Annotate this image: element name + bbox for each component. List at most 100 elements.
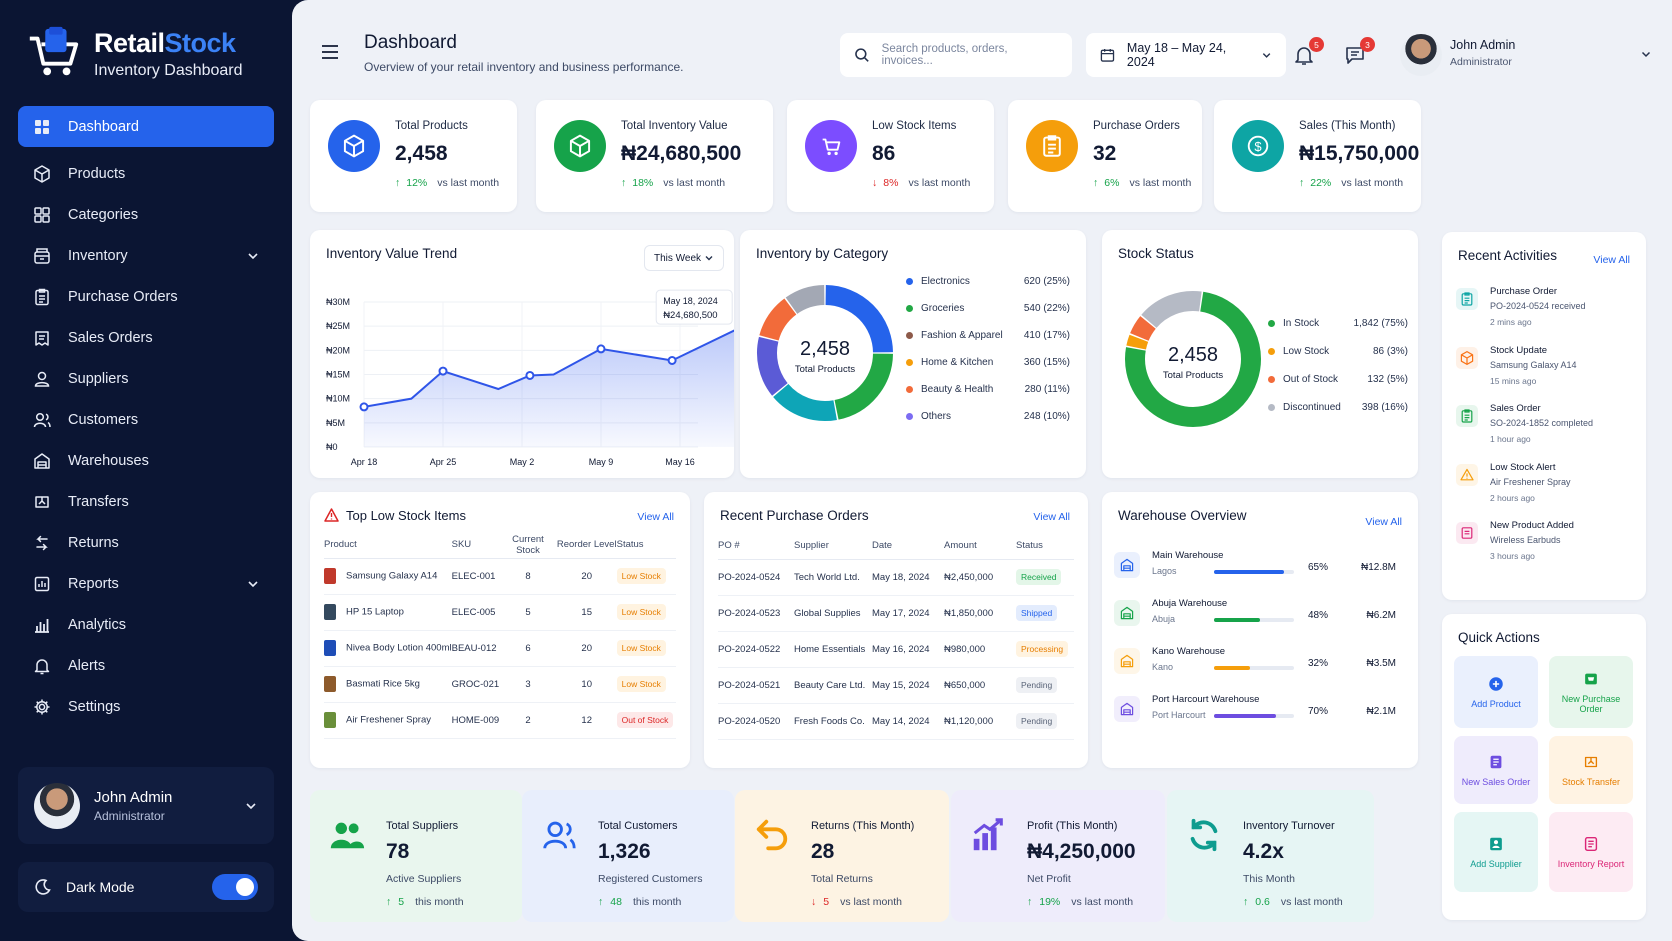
sidebar-item-products[interactable]: Products xyxy=(18,155,274,193)
warehouse-row[interactable]: Main Warehouse Lagos 65% ₦12.8M xyxy=(1114,550,1396,590)
sidebar-item-inventory[interactable]: Inventory xyxy=(18,237,274,275)
table-row[interactable]: PO-2024-0522 Home Essentials May 16, 2024 ₦… xyxy=(718,631,1074,668)
sidebar-item-reports[interactable]: Reports xyxy=(18,565,274,603)
sidebar-item-dashboard[interactable]: Dashboard xyxy=(18,106,274,147)
quick-action-add-product[interactable]: Add Product xyxy=(1454,656,1538,728)
notifications-button[interactable]: 5 xyxy=(1292,37,1324,69)
table-row[interactable]: PO-2024-0521 Beauty Care Ltd. May 15, 2024… xyxy=(718,667,1074,704)
quick-action-new-purchase-order[interactable]: New Purchase Order xyxy=(1549,656,1633,728)
legend-label: Low Stock xyxy=(1283,346,1330,357)
warehouse-row[interactable]: Abuja Warehouse Abuja 48% ₦6.2M xyxy=(1114,598,1396,638)
activity-time: 3 hours ago xyxy=(1490,551,1535,561)
table-row[interactable]: Nivea Body Lotion 400ml BEAU-012 6 20 Low St… xyxy=(324,630,676,667)
stat-label: Total Products xyxy=(395,120,468,132)
summary-card-inventory-turnover: Inventory Turnover 4.2x This Month ↑ 0.6 vs l… xyxy=(1167,790,1374,922)
table-row[interactable]: PO-2024-0523 Global Supplies May 17, 2024 ₦… xyxy=(718,595,1074,632)
quick-action-stock-transfer[interactable]: Stock Transfer xyxy=(1549,736,1633,804)
trend-point[interactable] xyxy=(525,370,535,380)
quick-action-new-sales-order[interactable]: New Sales Order xyxy=(1454,736,1538,804)
warehouse-amount: ₦2.1M xyxy=(1366,706,1396,717)
stat-trend: ↑ 22% vs last month xyxy=(1299,177,1403,189)
header-user-menu[interactable]: John Admin Administrator xyxy=(1400,34,1660,78)
cell-supplier: Home Essentials xyxy=(794,643,866,655)
donut-slice-discontinued[interactable] xyxy=(1141,291,1202,329)
sidebar-user-card[interactable]: John Admin Administrator xyxy=(18,767,274,844)
sidebar-item-settings[interactable]: Settings xyxy=(18,688,274,726)
table-row[interactable]: PO-2024-0524 Tech World Ltd. May 18, 2024 ₦… xyxy=(718,559,1074,596)
trend-point[interactable] xyxy=(438,366,448,376)
table-cell: ₦650,000 xyxy=(944,667,1016,704)
search-input[interactable]: Search products, orders, invoices... xyxy=(840,33,1072,77)
donut-slice-groceries[interactable] xyxy=(834,353,893,420)
donut-slice-out-of-stock[interactable] xyxy=(1130,316,1156,342)
dark-mode-toggle[interactable] xyxy=(212,874,258,900)
table-cell: Low Stock xyxy=(616,630,676,667)
analytics-icon xyxy=(35,619,49,633)
messages-button[interactable]: 3 xyxy=(1343,37,1375,69)
legend-item: Discontinued 398 (16%) xyxy=(1268,402,1408,413)
legend-value: 540 (22%) xyxy=(1023,303,1070,314)
table-row[interactable]: HP 15 Laptop ELEC-005 5 15 Low Stock xyxy=(324,594,676,631)
table-row[interactable]: Basmati Rice 5kg GROC-021 3 10 Low Stock xyxy=(324,666,676,703)
donut-slice-others[interactable] xyxy=(785,285,825,315)
table-row[interactable]: PO-2024-0520 Fresh Foods Co. May 14, 2024 ₦… xyxy=(718,703,1074,740)
warehouse-view-all[interactable]: View All xyxy=(1365,516,1402,528)
donut-slice-low-stock[interactable] xyxy=(1126,334,1149,350)
table-row[interactable]: Samsung Galaxy A14 ELEC-001 8 20 Low Stock xyxy=(324,558,676,595)
chevron-down-icon[interactable] xyxy=(244,799,258,813)
period-select[interactable]: This Week xyxy=(644,245,724,271)
donut-slice-in-stock[interactable] xyxy=(1125,291,1261,427)
table-row[interactable]: Air Freshener Spray HOME-009 2 12 Out of Sto… xyxy=(324,702,676,739)
summary-trend-note: this month xyxy=(415,896,464,908)
sidebar-item-warehouses[interactable]: Warehouses xyxy=(18,442,274,480)
stat-card-purchase-orders: Purchase Orders 32 ↑ 6% vs last month xyxy=(1008,100,1202,212)
legend-dot xyxy=(1268,320,1275,327)
quick-action-inventory-report[interactable]: Inventory Report xyxy=(1549,812,1633,892)
legend-value: 1,842 (75%) xyxy=(1353,318,1408,329)
trend-point[interactable] xyxy=(596,344,606,354)
warehouse-city: Kano xyxy=(1152,662,1174,672)
sidebar-item-suppliers[interactable]: Suppliers xyxy=(18,360,274,398)
date-range-picker[interactable]: May 18 – May 24, 2024 xyxy=(1086,33,1286,77)
donut-slice-home-kitchen[interactable] xyxy=(757,336,788,396)
quick-action-label: Add Supplier xyxy=(1470,859,1522,869)
cell-reorder: 20 xyxy=(581,642,592,654)
activity-item[interactable]: New Product Added Wireless Earbuds 3 hours… xyxy=(1456,520,1626,568)
table-cell: 3 xyxy=(499,666,557,703)
brand-name: RetailStock xyxy=(94,28,236,58)
hamburger-menu-icon[interactable] xyxy=(320,44,340,60)
activity-item[interactable]: Purchase Order PO-2024-0524 received 2 min… xyxy=(1456,286,1626,334)
trend-point[interactable] xyxy=(359,402,369,412)
search-icon xyxy=(855,48,869,62)
dark-mode-label: Dark Mode xyxy=(66,879,135,895)
donut-slice-fashion-apparel[interactable] xyxy=(773,383,837,421)
activity-title: Stock Update xyxy=(1490,344,1548,356)
trend-point[interactable] xyxy=(667,355,677,365)
activity-item[interactable]: Sales Order SO-2024-1852 completed 1 hour … xyxy=(1456,403,1626,451)
sidebar-item-categories[interactable]: Categories xyxy=(18,196,274,234)
sidebar-item-returns[interactable]: Returns xyxy=(18,524,274,562)
sidebar-item-sales-orders[interactable]: Sales Orders xyxy=(18,319,274,357)
sidebar-item-customers[interactable]: Customers xyxy=(18,401,274,439)
sidebar-item-transfers[interactable]: Transfers xyxy=(18,483,274,521)
warehouse-row[interactable]: Kano Warehouse Kano 32% ₦3.5M xyxy=(1114,646,1396,686)
x-tick-label: Apr 18 xyxy=(351,457,378,467)
warehouse-city: Port Harcourt xyxy=(1152,710,1206,720)
gear-icon xyxy=(34,699,50,715)
activity-item[interactable]: Stock Update Samsung Galaxy A14 15 mins ag… xyxy=(1456,345,1626,393)
warehouse-row[interactable]: Port Harcourt Warehouse Port Harcourt 70% ₦… xyxy=(1114,694,1396,734)
sidebar-item-alerts[interactable]: Alerts xyxy=(18,647,274,685)
purchase-orders-view-all[interactable]: View All xyxy=(1033,511,1070,523)
x-tick-label: May 9 xyxy=(589,457,614,467)
sidebar-item-label: Suppliers xyxy=(68,371,129,387)
donut-slice-electronics[interactable] xyxy=(825,285,893,353)
quick-action-add-supplier[interactable]: Add Supplier xyxy=(1454,812,1538,892)
supplier-icon xyxy=(1490,837,1502,851)
donut-slice-beauty-health[interactable] xyxy=(759,298,797,341)
sidebar-item-purchase-orders[interactable]: Purchase Orders xyxy=(18,278,274,316)
low-stock-view-all[interactable]: View All xyxy=(637,511,674,523)
activities-view-all[interactable]: View All xyxy=(1593,254,1630,266)
legend-label: Electronics xyxy=(921,276,970,287)
activity-item[interactable]: Low Stock Alert Air Freshener Spray 2 hour… xyxy=(1456,462,1626,510)
sidebar-item-analytics[interactable]: Analytics xyxy=(18,606,274,644)
